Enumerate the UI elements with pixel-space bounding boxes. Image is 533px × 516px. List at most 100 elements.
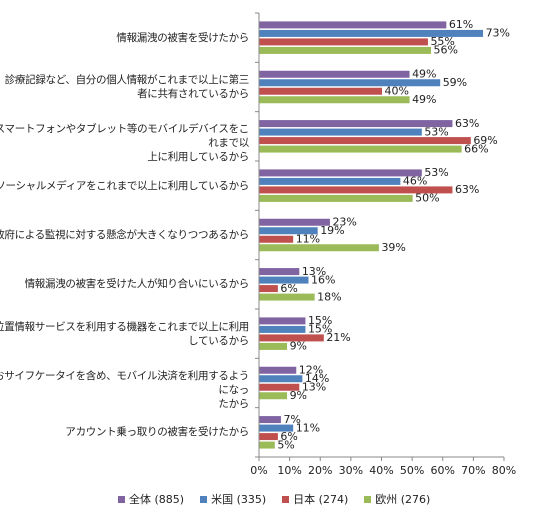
bar xyxy=(259,70,410,78)
bar xyxy=(259,285,278,293)
bar-value-label: 12% xyxy=(299,364,323,377)
bar xyxy=(259,416,281,424)
category-label-line: しているから xyxy=(188,334,249,347)
bar xyxy=(259,46,431,54)
category-label-line: 上に利用しているから xyxy=(147,151,249,164)
bar-value-label: 50% xyxy=(415,192,439,205)
category-label: 情報漏洩の被害を受けた人が知り合いにいるから xyxy=(0,277,250,291)
bar-value-label: 13% xyxy=(302,265,326,278)
bar-value-label: 59% xyxy=(443,76,467,89)
bar-value-label: 15% xyxy=(308,314,332,327)
bar-value-label: 16% xyxy=(311,273,335,286)
legend-item: 全体 (885) xyxy=(118,491,184,507)
x-tick-label: 60% xyxy=(431,464,455,477)
bar xyxy=(259,38,428,46)
bar-value-label: 15% xyxy=(308,323,332,336)
bar xyxy=(259,342,288,350)
bar xyxy=(259,276,309,284)
category-label: ソーシャルメディアをこれまで以上に利用しているから xyxy=(0,179,249,193)
x-tick-label: 40% xyxy=(369,464,393,477)
bar xyxy=(259,441,275,449)
legend-label: 全体 (885) xyxy=(129,493,185,506)
legend-label: 米国 (335) xyxy=(211,493,267,506)
bar xyxy=(259,96,410,104)
category-label: スマートフォンやタブレット等のモバイルデバイスをこれまで以 上に利用しているから xyxy=(0,122,249,164)
bar-value-label: 7% xyxy=(283,413,300,426)
bar xyxy=(259,194,413,202)
category-label: 位置情報サービスを利用する機器をこれまで以上に利用 しているから xyxy=(0,320,249,348)
x-tick-label: 0% xyxy=(250,464,267,477)
bar-value-label: 73% xyxy=(486,27,510,40)
bar xyxy=(259,227,318,235)
bar xyxy=(259,128,422,136)
bar xyxy=(259,79,441,87)
category-label-line: おサイフケータイを含め、モバイル決済を利用するようになっ xyxy=(0,370,249,396)
bar xyxy=(259,244,379,252)
bar xyxy=(259,424,294,432)
legend-swatch xyxy=(118,495,125,503)
bar-value-label: 6% xyxy=(280,430,297,443)
bar xyxy=(259,235,294,243)
bar xyxy=(259,21,447,29)
bar-value-label: 63% xyxy=(455,117,479,130)
bar xyxy=(259,433,278,441)
category-label: おサイフケータイを含め、モバイル決済を利用するようになっ たから xyxy=(0,369,249,411)
bar-value-label: 19% xyxy=(320,224,344,237)
category-label: 政府による監視に対する懸念が大きくなりつつあるから xyxy=(0,228,249,242)
bar-value-label: 63% xyxy=(455,183,479,196)
bar-value-label: 18% xyxy=(317,290,341,303)
category-label-line: アカウント乗っ取りの被害を受けたから xyxy=(65,426,249,439)
bar-value-label: 40% xyxy=(385,85,409,98)
bar-value-label: 11% xyxy=(296,233,320,246)
bar-value-label: 11% xyxy=(296,421,320,434)
bar xyxy=(259,375,303,383)
bar-value-label: 53% xyxy=(424,125,448,138)
category-label-line: 位置情報サービスを利用する機器をこれまで以上に利用 xyxy=(0,320,249,333)
bar xyxy=(259,268,300,276)
bar-value-label: 5% xyxy=(277,438,294,451)
bar xyxy=(259,383,300,391)
bar-value-label: 14% xyxy=(305,372,329,385)
bar-value-label: 21% xyxy=(326,331,350,344)
category-label-line: 診療記録など、自分の個人情報がこれまで以上に第三 xyxy=(4,74,250,86)
bar xyxy=(259,145,462,153)
legend-item: 米国 (335) xyxy=(200,491,266,507)
legend-swatch xyxy=(364,495,372,503)
bar-value-label: 53% xyxy=(424,166,448,179)
bar xyxy=(259,293,315,301)
x-tick-label: 70% xyxy=(461,464,485,477)
legend-item: 日本 (274) xyxy=(282,491,348,507)
category-label-line: 情報漏洩の被害を受けたから xyxy=(116,31,249,44)
bar-value-label: 9% xyxy=(290,340,307,353)
legend-swatch xyxy=(282,495,290,503)
bar-value-label: 39% xyxy=(381,241,405,254)
bar-value-label: 49% xyxy=(412,93,436,106)
bar-value-label: 69% xyxy=(473,134,497,147)
category-label: 情報漏洩の被害を受けたから xyxy=(0,31,249,45)
legend-label: 日本 (274) xyxy=(293,493,349,506)
bar xyxy=(259,29,484,37)
bar-value-label: 6% xyxy=(280,282,297,295)
legend-swatch xyxy=(200,495,208,503)
bar-value-label: 61% xyxy=(449,18,473,31)
bar xyxy=(259,169,422,177)
bar-value-label: 9% xyxy=(290,389,307,402)
category-label: 診療記録など、自分の個人情報がこれまで以上に第三者に共有されているから xyxy=(0,73,250,101)
bar xyxy=(259,392,288,400)
category-label-line: 者に共有されているから xyxy=(137,88,249,100)
x-tick-label: 50% xyxy=(400,464,424,477)
bar-value-label: 13% xyxy=(302,381,326,394)
category-label: アカウント乗っ取りの被害を受けたから xyxy=(0,425,249,439)
bar xyxy=(259,186,453,194)
bar xyxy=(259,137,471,145)
bar xyxy=(259,317,306,325)
bar xyxy=(259,120,453,128)
category-label-line: スマートフォンやタブレット等のモバイルデバイスをこれまで以 xyxy=(0,123,249,150)
bar-value-label: 46% xyxy=(403,175,427,188)
x-tick-label: 30% xyxy=(339,464,363,477)
x-tick-label: 10% xyxy=(277,464,301,477)
x-tick-label: 80% xyxy=(492,464,516,477)
bar-value-label: 55% xyxy=(430,35,454,48)
category-label-line: ソーシャルメディアをこれまで以上に利用しているから xyxy=(0,179,249,192)
bar xyxy=(259,218,330,226)
